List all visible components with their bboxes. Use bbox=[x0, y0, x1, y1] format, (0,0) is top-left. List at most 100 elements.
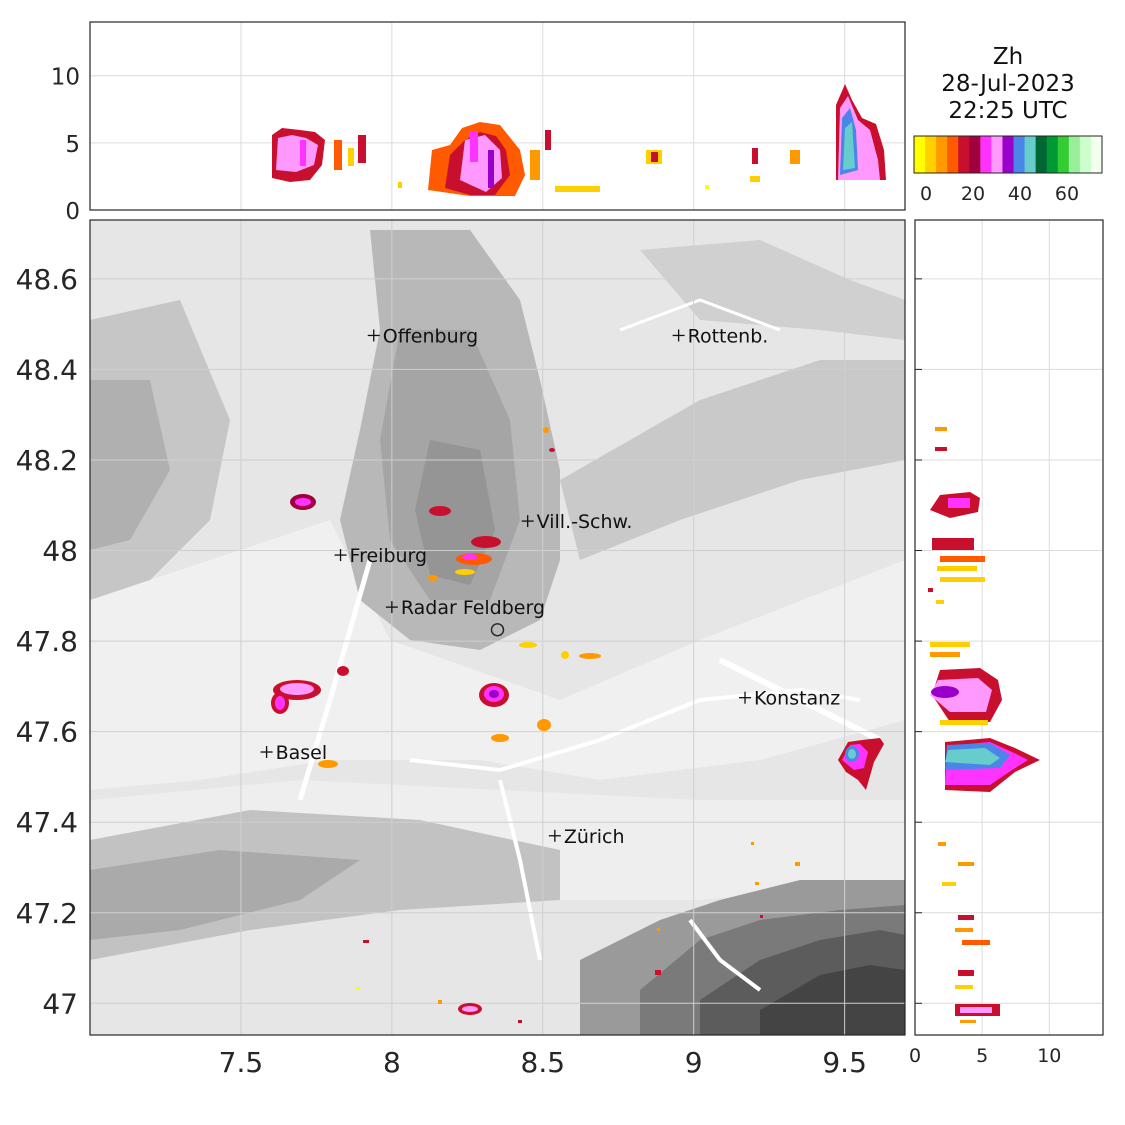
echo-cell bbox=[290, 494, 316, 510]
echo-specks bbox=[356, 842, 800, 1023]
echo-cell bbox=[337, 666, 349, 676]
date-label: 28-Jul-2023 bbox=[941, 71, 1074, 97]
y-tick-label: 48.2 bbox=[16, 444, 78, 477]
echo-cell bbox=[519, 642, 537, 648]
colorbar-swatch bbox=[991, 136, 1003, 173]
map-x-tick-labels: 7.5 8 8.5 9 9.5 bbox=[219, 1046, 867, 1079]
echo-cell bbox=[930, 642, 1002, 725]
echo-cell bbox=[930, 492, 980, 518]
echo-cell bbox=[537, 719, 551, 731]
echo-cell bbox=[945, 738, 1040, 792]
city-marker: Vill.-Schw. bbox=[521, 511, 633, 533]
echo-cell bbox=[646, 148, 800, 189]
colorbar-swatch bbox=[1090, 136, 1103, 173]
city-label: Freiburg bbox=[350, 545, 428, 567]
top-echoes bbox=[272, 84, 886, 196]
top-y-tick-label: 0 bbox=[65, 199, 80, 225]
right-x-tick-label: 0 bbox=[909, 1045, 921, 1067]
echo-cell bbox=[429, 506, 451, 516]
echo-cell bbox=[458, 1003, 482, 1015]
colorbar-tick-label: 40 bbox=[1008, 183, 1032, 205]
echo-cell bbox=[838, 738, 884, 790]
right-x-tick-label: 5 bbox=[976, 1045, 988, 1067]
colorbar-swatch bbox=[1046, 136, 1059, 173]
city-marker: Konstanz bbox=[739, 688, 840, 710]
city-marker: Zürich bbox=[548, 826, 625, 848]
city-label: Radar Feldberg bbox=[401, 597, 545, 619]
colorbar-swatch bbox=[947, 136, 959, 173]
city-marker: Offenburg bbox=[367, 325, 478, 347]
top-cross-section-panel: 0 5 10 bbox=[51, 21, 906, 225]
echo-cell bbox=[579, 653, 601, 659]
echo-cell bbox=[318, 760, 338, 768]
city-label: Konstanz bbox=[754, 688, 840, 710]
echo-cell bbox=[271, 680, 321, 714]
colorbar-tick-label: 0 bbox=[920, 183, 932, 205]
map-y-tick-labels: 48.6 48.4 48.2 48 47.8 47.6 47.4 47.2 47 bbox=[16, 263, 78, 1020]
x-tick-label: 9.5 bbox=[822, 1046, 867, 1079]
colorbar-swatch bbox=[925, 136, 937, 173]
colorbar-tick-labels: 0 20 40 60 bbox=[920, 183, 1079, 205]
colorbar-tick-label: 60 bbox=[1055, 183, 1079, 205]
time-label: 22:25 UTC bbox=[948, 98, 1067, 124]
header: Zh 28-Jul-2023 22:25 UTC bbox=[941, 44, 1074, 124]
x-tick-label: 9 bbox=[685, 1046, 703, 1079]
radar-site-marker bbox=[490, 623, 505, 637]
y-tick-label: 48.6 bbox=[16, 263, 78, 296]
right-cross-section-panel: 0 5 10 bbox=[909, 219, 1104, 1067]
main-map-panel: Offenburg Rottenb. Vill.-Schw. Freiburg Rada… bbox=[16, 219, 906, 1079]
colorbar-swatch bbox=[1024, 136, 1037, 173]
city-label: Zürich bbox=[564, 826, 625, 848]
colorbar bbox=[914, 136, 1103, 173]
y-tick-label: 48 bbox=[42, 535, 78, 568]
colorbar-swatch bbox=[1035, 136, 1048, 173]
echo-cell bbox=[428, 536, 501, 581]
city-label: Vill.-Schw. bbox=[537, 511, 633, 533]
echo-cell bbox=[561, 651, 569, 659]
colorbar-swatch bbox=[1057, 136, 1070, 173]
top-y-tick-label: 5 bbox=[65, 132, 80, 158]
echo-cell bbox=[272, 128, 325, 182]
city-label: Basel bbox=[276, 742, 328, 764]
right-x-tick-label: 10 bbox=[1037, 1045, 1061, 1067]
y-tick-label: 47.2 bbox=[16, 897, 78, 930]
city-marker: Rottenb. bbox=[672, 325, 769, 347]
x-tick-label: 8.5 bbox=[521, 1046, 566, 1079]
echo-cell bbox=[428, 122, 525, 196]
colorbar-swatch bbox=[914, 136, 926, 173]
echo-cell bbox=[479, 683, 509, 707]
city-markers: Offenburg Rottenb. Vill.-Schw. Freiburg Rada… bbox=[260, 325, 840, 848]
echo-cell bbox=[836, 84, 886, 180]
colorbar-swatch bbox=[1068, 136, 1081, 173]
y-tick-label: 47.8 bbox=[16, 625, 78, 658]
echo-cell bbox=[543, 427, 549, 433]
y-tick-label: 47 bbox=[42, 987, 78, 1020]
right-frame bbox=[914, 219, 1104, 1036]
city-label: Rottenb. bbox=[688, 325, 769, 347]
city-marker: Basel bbox=[260, 742, 328, 764]
colorbar-swatch bbox=[958, 136, 970, 173]
y-tick-label: 47.4 bbox=[16, 806, 78, 839]
top-y-tick-label: 10 bbox=[51, 65, 80, 91]
x-tick-label: 7.5 bbox=[219, 1046, 264, 1079]
colorbar-swatch bbox=[969, 136, 981, 173]
radar-echoes-map bbox=[271, 427, 884, 1023]
colorbar-tick-label: 20 bbox=[961, 183, 985, 205]
echo-cell bbox=[334, 135, 366, 170]
right-echoes bbox=[928, 427, 1040, 1023]
map-gridlines bbox=[90, 220, 905, 1035]
city-marker: Freiburg bbox=[334, 545, 428, 567]
top-y-tick-labels: 0 5 10 bbox=[51, 65, 80, 225]
x-tick-label: 8 bbox=[383, 1046, 401, 1079]
city-marker: Radar Feldberg bbox=[385, 597, 545, 619]
colorbar-frame bbox=[913, 135, 1103, 174]
y-tick-label: 48.4 bbox=[16, 353, 78, 386]
variable-label: Zh bbox=[993, 44, 1023, 70]
echo-cell bbox=[928, 538, 985, 604]
y-tick-label: 47.6 bbox=[16, 716, 78, 749]
echo-cell bbox=[549, 448, 555, 452]
echo-cell bbox=[491, 734, 509, 742]
colorbar-swatch bbox=[936, 136, 948, 173]
colorbar-swatch bbox=[1079, 136, 1092, 173]
